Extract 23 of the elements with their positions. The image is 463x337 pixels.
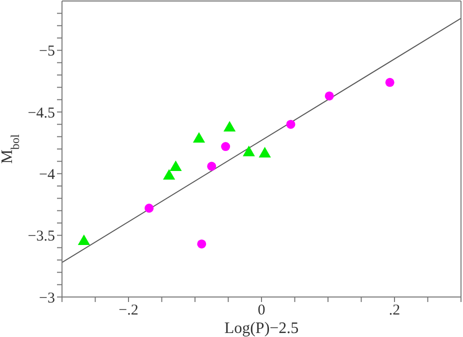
point — [162, 169, 176, 180]
point — [170, 160, 182, 172]
point — [286, 120, 296, 129]
point — [324, 91, 334, 100]
y-tick-label: −3.5 — [28, 228, 55, 245]
point — [242, 146, 255, 156]
x-tick-label: 0 — [258, 302, 266, 319]
x-axis-title: Log(P)−2.5 — [224, 320, 299, 337]
y-tick-label: −4.5 — [28, 105, 55, 122]
point — [207, 162, 216, 171]
point — [78, 234, 90, 246]
x-tick-label: .2 — [388, 302, 400, 319]
point — [224, 121, 236, 132]
x-tick-label: −.2 — [118, 302, 138, 319]
point — [192, 132, 206, 143]
point — [385, 78, 394, 87]
point — [258, 146, 271, 158]
point — [144, 204, 154, 213]
point — [221, 142, 230, 152]
y-tick-label: −3 — [39, 290, 55, 306]
y-tick-label: −4 — [39, 166, 56, 183]
point — [197, 239, 206, 248]
y-tick-label: −5 — [39, 44, 55, 60]
